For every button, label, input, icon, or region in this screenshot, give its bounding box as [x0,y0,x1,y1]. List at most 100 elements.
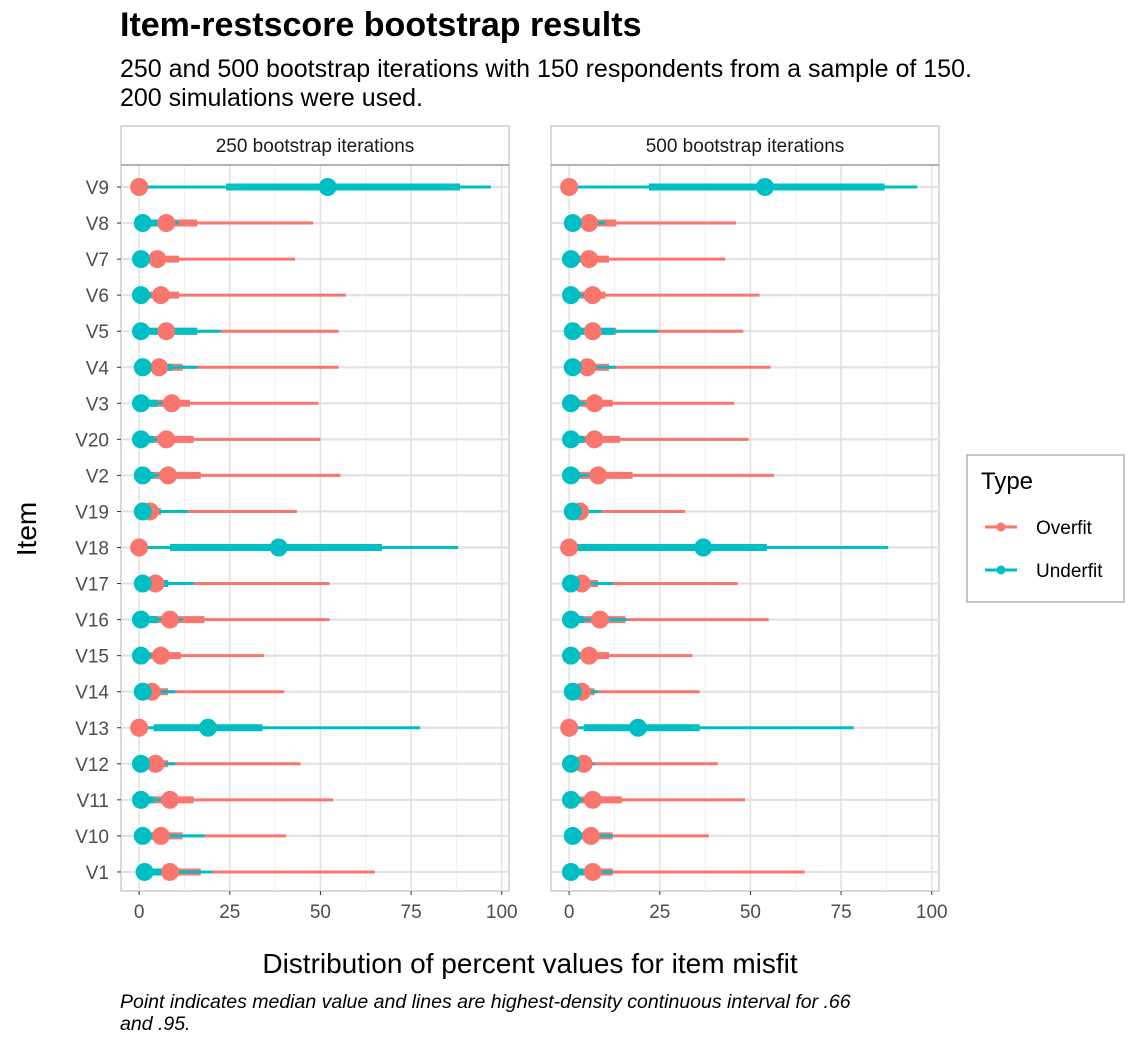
median-point [585,430,604,449]
y-tick-label: V18 [75,539,109,560]
median-point [561,610,580,629]
median-point [561,754,580,773]
median-point [589,466,608,485]
y-tick-label: V13 [75,719,109,740]
x-tick-label: 50 [740,902,761,923]
median-point [135,862,154,881]
y-axis-title: Item [11,502,42,556]
median-point [151,826,170,845]
median-point [133,466,152,485]
chart-subtitle: 250 and 500 bootstrap iterations with 15… [120,55,972,112]
panel-background [550,164,940,892]
y-tick-label: V6 [86,286,109,307]
median-point [561,574,580,593]
legend-label: Underfit [1036,561,1103,582]
median-point [629,718,648,737]
legend-label: Overfit [1036,518,1093,539]
legend-title: Type [981,468,1033,495]
median-point [131,322,150,341]
median-point [561,250,580,269]
median-point [560,718,579,737]
median-point [146,574,165,593]
x-tick-label: 50 [310,902,331,923]
median-point [160,862,179,881]
median-point [151,286,170,305]
median-point [131,286,150,305]
median-point [146,754,165,773]
median-point [133,682,152,701]
median-point [160,610,179,629]
median-point [131,394,150,413]
y-tick-label: V11 [77,791,109,812]
median-point [578,358,597,377]
median-point [151,646,170,665]
median-point [561,862,580,881]
median-point [131,610,150,629]
median-point [131,790,150,809]
y-tick-label: V7 [86,250,109,271]
x-tick-label: 0 [564,902,575,923]
y-tick-label: V10 [75,827,109,848]
median-point [131,646,150,665]
median-point [133,574,152,593]
median-point [563,358,582,377]
median-point [159,466,178,485]
y-tick-label: V9 [86,178,109,199]
median-point [563,502,582,521]
x-tick-label: 75 [401,902,422,923]
median-point [560,538,579,557]
median-point [157,214,176,233]
y-tick-label: V8 [86,214,109,235]
median-point [561,430,580,449]
x-axis-title: Distribution of percent values for item … [262,948,798,979]
median-point [580,214,599,233]
median-point [162,394,181,413]
y-tick-label: V17 [75,575,109,596]
chart: 250 bootstrap iterations 0 25 50 75 100 V9 V8 V7… [11,125,1125,979]
median-point [560,178,579,196]
legend-key-point [996,522,1006,532]
median-point [561,394,580,413]
median-point [563,214,582,233]
median-point [583,790,602,809]
median-point [583,286,602,305]
median-point [157,322,176,341]
median-point [755,178,774,196]
legend-key-point [996,565,1006,575]
median-point [574,754,593,773]
y-tick-label: V4 [86,358,110,379]
median-point [150,358,169,377]
x-tick-label: 75 [831,902,852,923]
median-point [561,646,580,665]
y-tick-label: V1 [86,863,109,884]
median-point [133,502,152,521]
median-point [130,178,149,196]
x-tick-label: 100 [486,902,518,923]
median-point [580,250,599,269]
median-point [133,358,152,377]
y-tick-label: V15 [75,647,109,668]
median-point [133,826,152,845]
y-tick-label: V3 [86,394,109,415]
median-point [561,466,580,485]
chart-caption: Point indicates median value and lines a… [120,991,851,1035]
facet-strip [120,125,510,166]
median-point [269,538,288,557]
median-point [133,214,152,233]
median-point [131,250,150,269]
median-point [157,430,176,449]
y-tick-label: V5 [86,322,109,343]
median-point [590,610,609,629]
panel-background [120,164,510,892]
y-tick-label: V12 [75,755,109,776]
median-point [583,322,602,341]
median-point [199,718,218,737]
y-tick-label: V14 [75,683,109,704]
facet-label: 250 bootstrap iterations [216,136,415,157]
median-point [563,826,582,845]
median-point [130,538,149,557]
y-tick-label: V2 [86,466,109,487]
x-tick-label: 100 [916,902,948,923]
median-point [148,250,167,269]
median-point [694,538,713,557]
